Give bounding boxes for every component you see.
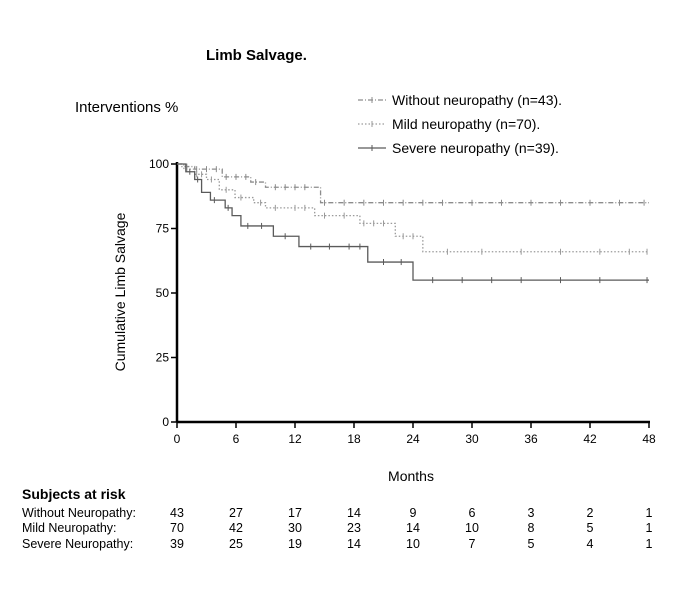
risk-row: Without Neuropathy: 43 27 17 14 9 6 3 2 1 [22, 506, 653, 520]
risk-cell: 17 [288, 506, 302, 520]
x-axis-label: Months [388, 468, 434, 484]
y-tick-label: 50 [156, 286, 170, 300]
legend-item: Without neuropathy (n=43). [358, 92, 562, 108]
x-tick-label: 36 [524, 432, 538, 446]
x-tick-label: 48 [642, 432, 656, 446]
x-tick-label: 12 [288, 432, 302, 446]
risk-cell: 1 [646, 537, 653, 551]
y-tick-label: 75 [156, 222, 170, 236]
y-ticks: 0 25 50 75 100 [149, 157, 177, 429]
risk-cell: 14 [406, 521, 420, 535]
risk-cell: 6 [469, 506, 476, 520]
y-tick-label: 100 [149, 157, 169, 171]
legend-item: Mild neuropathy (n=70). [358, 116, 540, 132]
series-line [177, 163, 649, 204]
x-tick-label: 6 [233, 432, 240, 446]
legend-item: Severe neuropathy (n=39). [358, 140, 559, 156]
legend-label: Severe neuropathy (n=39). [392, 140, 559, 156]
risk-cell: 1 [646, 521, 653, 535]
legend-label: Without neuropathy (n=43). [392, 92, 562, 108]
series-line [177, 163, 649, 253]
risk-cell: 27 [229, 506, 243, 520]
risk-cell: 1 [646, 506, 653, 520]
risk-cell: 9 [410, 506, 417, 520]
risk-cell: 8 [528, 521, 535, 535]
risk-cell: 5 [587, 521, 594, 535]
series-2 [177, 163, 649, 255]
risk-cell: 5 [528, 537, 535, 551]
risk-cell: 3 [528, 506, 535, 520]
x-tick-label: 30 [465, 432, 479, 446]
risk-table-header: Subjects at risk [22, 486, 126, 502]
risk-row: Mild Neuropathy: 70 42 30 23 14 10 8 5 1 [22, 521, 653, 535]
y-tick-label: 0 [162, 415, 169, 429]
legend: Without neuropathy (n=43). Mild neuropath… [358, 92, 562, 156]
risk-cell: 30 [288, 521, 302, 535]
risk-cell: 7 [469, 537, 476, 551]
x-ticks: 0 6 12 18 24 30 36 42 48 [174, 422, 656, 446]
risk-cell: 70 [170, 521, 184, 535]
risk-cell: 25 [229, 537, 243, 551]
legend-label: Mild neuropathy (n=70). [392, 116, 540, 132]
series-1 [177, 163, 649, 206]
axes [175, 162, 650, 424]
risk-row-label: Mild Neuropathy: [22, 521, 117, 535]
risk-cell: 19 [288, 537, 302, 551]
risk-row: Severe Neuropathy: 39 25 19 14 10 7 5 4 1 [22, 537, 653, 551]
x-tick-label: 18 [347, 432, 361, 446]
risk-row-label: Severe Neuropathy: [22, 537, 133, 551]
x-tick-label: 42 [583, 432, 597, 446]
chart-subtitle: Interventions % [75, 99, 178, 116]
risk-cell: 4 [587, 537, 594, 551]
series-3 [177, 163, 649, 284]
risk-cell: 42 [229, 521, 243, 535]
series-line [177, 163, 649, 281]
x-tick-label: 24 [406, 432, 420, 446]
risk-cell: 23 [347, 521, 361, 535]
survival-curves [177, 163, 649, 284]
risk-cell: 10 [465, 521, 479, 535]
chart-title: Limb Salvage. [206, 47, 307, 64]
risk-row-label: Without Neuropathy: [22, 506, 136, 520]
risk-cell: 39 [170, 537, 184, 551]
risk-cell: 14 [347, 506, 361, 520]
y-axis-label: Cumulative Limb Salvage [112, 212, 128, 371]
risk-cell: 43 [170, 506, 184, 520]
x-tick-label: 0 [174, 432, 181, 446]
risk-cell: 14 [347, 537, 361, 551]
y-tick-label: 25 [156, 351, 170, 365]
risk-cell: 10 [406, 537, 420, 551]
risk-cell: 2 [587, 506, 594, 520]
